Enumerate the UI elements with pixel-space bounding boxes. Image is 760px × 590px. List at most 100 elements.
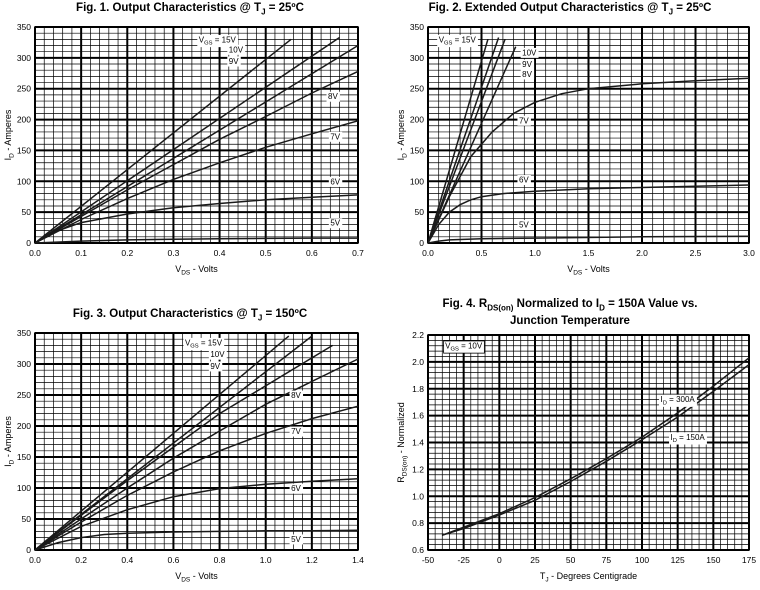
y-tick-label: 0.8 [412,518,424,528]
plot-border [34,26,359,244]
annotation-bg [437,34,478,48]
annotation-label: 7V [330,132,340,141]
x-axis-label: VDS - Volts [567,264,610,277]
annotation-bg [659,394,697,407]
y-tick-label: 350 [410,22,424,32]
chart-title-tail: Normalized to I [513,298,600,310]
chart-title-line2-text: Junction Temperature [510,315,630,327]
series-line [34,194,359,244]
annotation-bg [197,34,239,48]
x-axis-label: VDS - Volts [175,571,218,584]
chart-fig2: Fig. 2. Extended Output Characteristics … [380,0,760,295]
series-line [34,70,359,244]
annotation-bg [289,426,304,437]
y-tick-label: 300 [410,53,424,63]
x-tick-label: 1.5 [583,248,595,258]
annotation-label: 10V [229,45,244,54]
y-tick-label: 100 [410,176,424,186]
y-axis-label: RDS(on) - Normalized [396,402,409,483]
x-tick-label: 50 [566,555,576,565]
y-tick-label: 0 [26,545,31,555]
x-tick-label: 0.6 [306,248,318,258]
chart-title-text: Fig. 3. Output Characteristics @ T [72,308,258,320]
y-axis-label: ID - Amperes [3,416,16,467]
x-tick-label: 150 [706,555,720,565]
plot-border [427,334,750,551]
annotation-bg [326,91,340,102]
series-line [427,184,750,244]
chart-title-sub: DS(on) [487,303,514,313]
x-tick-label: 0.1 [75,248,87,258]
annotation-bg [208,349,227,360]
annotation-label: 8V [328,92,338,101]
y-tick-label: 250 [17,390,31,400]
x-tick-label: 0.4 [121,555,133,565]
chart-title: Fig. 3. Output Characteristics @ TJ = 15… [0,308,380,322]
y-tick-label: 1.4 [412,438,424,448]
annotation-label: 8V [291,391,301,400]
y-tick-label: 50 [415,207,425,217]
x-tick-label: 1.0 [529,248,541,258]
y-tick-label: 0.6 [412,545,424,555]
x-tick-label: 75 [602,555,612,565]
y-tick-label: 150 [17,145,31,155]
y-tick-label: 50 [22,514,32,524]
annotation-label: 6V [330,177,340,186]
annotation-label: 5V [291,535,301,544]
annotation-bg [289,390,304,401]
x-tick-label: 0.0 [422,248,434,258]
y-tick-label: 1.8 [412,384,424,394]
annotation-bg [520,69,535,80]
annotation-bg [520,59,535,70]
chart-fig3: Fig. 3. Output Characteristics @ TJ = 15… [0,295,380,590]
x-tick-label: 25 [530,555,540,565]
annotation-label: VGS = 15V [185,338,223,349]
series-line [34,120,359,244]
x-tick-label: 0.4 [214,248,226,258]
chart-title-line2: Junction Temperature [380,315,760,327]
series-line [427,37,500,244]
x-axis-label: TJ - Degrees Centigrade [540,571,637,584]
annotation-label: 8V [522,70,532,79]
x-tick-label: 175 [742,555,756,565]
y-tick-label: 300 [17,53,31,63]
y-tick-label: 200 [17,421,31,431]
annotation-bg [517,115,531,126]
chart-title: Fig. 1. Output Characteristics @ TJ = 25… [0,2,380,16]
annotation-label: ID = 300A [661,395,696,406]
chart-title-sub: J [261,7,266,17]
annotation-bg [289,534,304,545]
chart-fig4: Fig. 4. RDS(on) Normalized to ID = 150A … [380,295,760,590]
y-tick-label: 1.0 [412,491,424,501]
x-tick-label: -25 [458,555,471,565]
series-line [427,77,750,244]
chart-title-text: Fig. 1. Output Characteristics @ T [76,2,262,14]
annotation-label: VGS = 15V [439,35,477,46]
x-tick-label: 2.0 [636,248,648,258]
x-tick-label: 0.2 [75,555,87,565]
chart-title-sub: J [668,7,674,17]
annotation-bg [669,432,707,445]
series-line [427,39,506,244]
annotation-label: 5V [330,219,340,228]
annotation-label: 7V [291,427,301,436]
plot-fig3: 0.0 0.2 0.4 0.6 0.8 1.0 1.2 1.4 0 50 100 150 200 250 3… [3,328,364,584]
series-line [34,38,292,244]
annotation-label: 10V [210,350,225,359]
annotation-bg [208,361,223,372]
annotation-label: 9V [229,57,239,66]
annotation-label: 6V [291,484,301,493]
x-tick-label: 0.0 [29,555,41,565]
series-line [34,36,340,244]
series-line [34,44,359,244]
annotation-bg [227,56,241,67]
chart-title-sub: J [257,313,263,323]
x-tick-label: 0.6 [168,555,180,565]
series-line [34,477,359,551]
y-tick-label: 0 [419,238,424,248]
annotation-bg [227,44,246,55]
plot-fig2: 0.0 0.5 1.0 1.5 2.0 2.5 3.0 0 50 100 150 200 250 300 3… [396,22,755,277]
annotation-label: VGS = 10V [445,341,483,352]
y-tick-label: 250 [17,84,31,94]
plot-fig4: -50 -25 0 25 50 75 100 125 150 175 0.6 0.8 1.0 1.2 1.4… [396,330,756,584]
